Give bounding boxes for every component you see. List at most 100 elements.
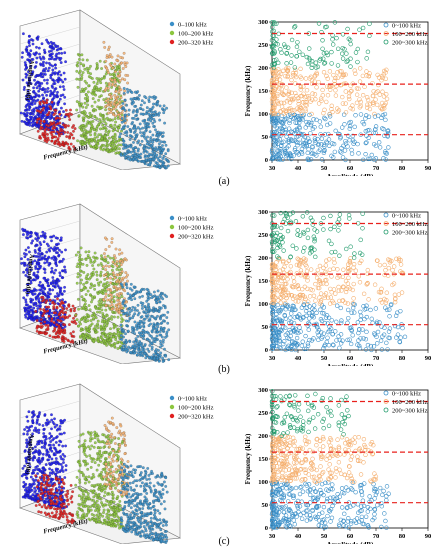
data-point (137, 97, 141, 101)
data-point (89, 319, 93, 322)
data-point (398, 258, 403, 263)
data-point (89, 76, 93, 79)
data-point (88, 139, 92, 143)
data-point (269, 20, 275, 25)
data-point (290, 296, 296, 301)
data-point (387, 307, 392, 312)
data-point (39, 301, 42, 305)
data-point (274, 260, 279, 265)
data-point (108, 293, 112, 296)
data-point (113, 262, 117, 266)
data-point (70, 320, 74, 324)
data-point (321, 56, 326, 61)
data-point (399, 270, 404, 276)
chart-3d-svg: Frequency (kHz)Amplitude (dB)0~100 kHz10… (19, 203, 214, 365)
data-point (269, 38, 275, 43)
legend-marker (169, 39, 175, 45)
data-point (105, 284, 109, 288)
data-point (42, 267, 46, 271)
data-point (118, 147, 121, 151)
data-point (109, 104, 112, 107)
data-point (106, 288, 110, 291)
data-point (51, 247, 55, 251)
data-point (345, 26, 350, 32)
data-point (326, 84, 332, 89)
data-point (166, 321, 170, 325)
data-point (120, 277, 124, 281)
data-point (289, 319, 294, 325)
data-point (119, 263, 123, 267)
data-point (99, 112, 102, 116)
data-point (340, 284, 346, 289)
data-point (329, 241, 334, 247)
data-point (110, 86, 113, 89)
data-point (367, 156, 373, 162)
data-point (271, 65, 277, 70)
data-point (352, 251, 357, 256)
x-tick-label: 60 (347, 355, 354, 362)
data-point (343, 278, 349, 284)
data-point (286, 346, 291, 351)
data-point (127, 345, 130, 349)
data-point (104, 59, 108, 63)
data-point (63, 268, 67, 272)
data-point (300, 100, 306, 105)
grid-line (19, 43, 81, 63)
data-point (90, 300, 93, 304)
data-point (364, 303, 369, 308)
data-point (300, 293, 305, 298)
data-point (306, 147, 311, 152)
data-point (108, 304, 112, 308)
data-point (53, 295, 57, 298)
data-point (43, 139, 47, 142)
data-point (373, 127, 378, 132)
data-point (70, 133, 74, 137)
data-point (364, 73, 369, 78)
data-point (32, 306, 36, 310)
data-point (105, 264, 108, 268)
data-point (331, 256, 337, 262)
data-point (272, 95, 278, 100)
data-point (109, 111, 113, 114)
data-point (80, 134, 84, 138)
x-tick-label: 90 (425, 165, 432, 172)
data-point (289, 77, 294, 83)
data-point (23, 109, 27, 112)
data-point (300, 117, 305, 122)
data-point (157, 113, 161, 117)
data-point (91, 92, 95, 96)
data-point (33, 102, 37, 105)
data-point (341, 112, 347, 117)
data-point (72, 330, 75, 334)
data-point (29, 276, 32, 280)
data-point (98, 95, 101, 99)
data-point (68, 118, 72, 121)
data-point (59, 56, 63, 60)
data-point (54, 236, 58, 240)
data-point (45, 250, 49, 254)
data-point (114, 146, 117, 150)
data-point (50, 115, 54, 119)
data-point (56, 318, 60, 322)
data-point (110, 303, 114, 307)
data-point (290, 210, 296, 215)
data-point (42, 298, 46, 302)
data-point (269, 288, 275, 294)
data-point (92, 107, 96, 111)
data-point (286, 91, 292, 97)
data-point (119, 96, 123, 99)
data-point (55, 306, 59, 310)
data-point (329, 61, 334, 66)
data-point (161, 329, 165, 332)
data-point (46, 90, 49, 93)
data-point (38, 280, 42, 284)
data-point (111, 66, 115, 70)
data-point (156, 353, 160, 356)
data-point (26, 271, 29, 275)
data-point (61, 269, 64, 273)
data-point (58, 312, 61, 316)
data-point (36, 80, 39, 84)
data-point (281, 248, 286, 253)
panel-label-a: (a) (218, 176, 230, 187)
data-point (113, 332, 117, 336)
